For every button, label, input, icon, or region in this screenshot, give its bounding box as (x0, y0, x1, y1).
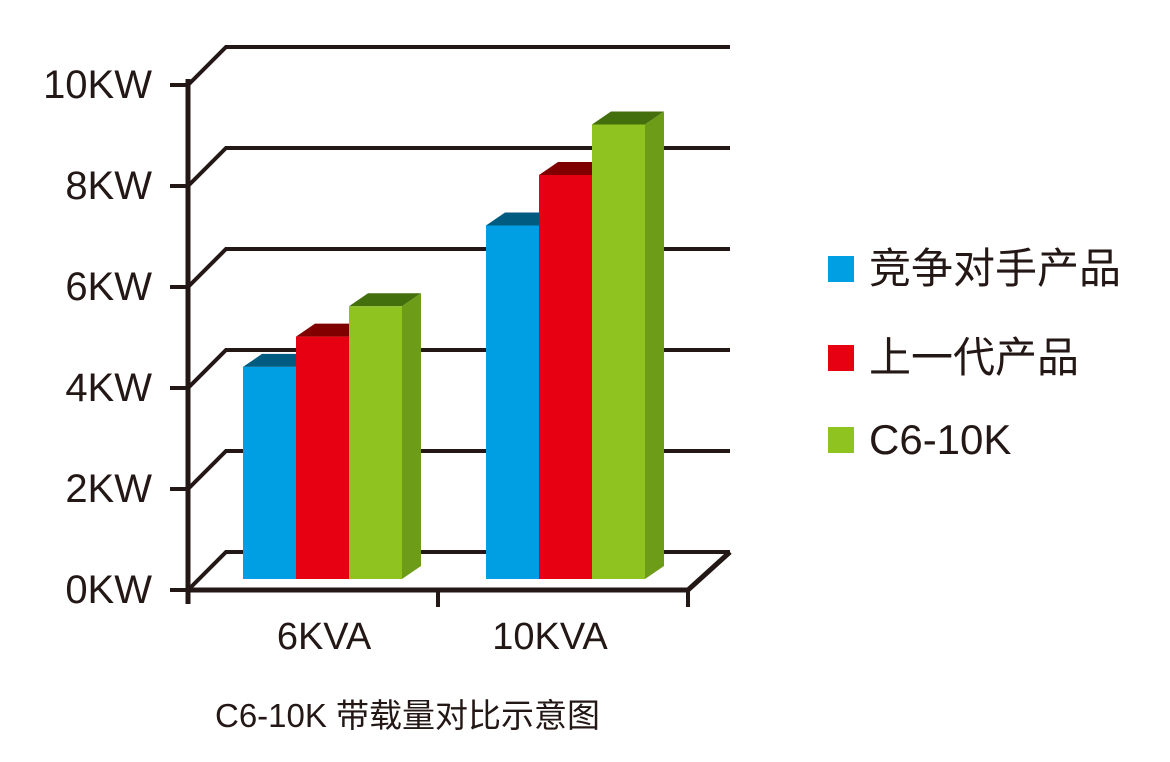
y-tick-label-2kw: 2KW (65, 467, 152, 511)
y-tick-label-0kw: 0KW (65, 568, 152, 612)
bar-6kva-c6-10k (349, 306, 402, 579)
gridline-0kw (170, 550, 730, 592)
y-tick-label-8kw: 8KW (65, 164, 152, 208)
bar-10kva-competitor (486, 225, 539, 579)
y-tick-label-6kw: 6KW (65, 265, 152, 309)
legend-label-competitor: 竞争对手产品 (869, 245, 1122, 292)
legend-label-c6-10k: C6-10K (869, 416, 1012, 463)
legend-item-competitor: 竞争对手产品 (828, 247, 1121, 291)
gridline-8kw (170, 146, 730, 188)
legend-swatch-previous-gen (828, 345, 854, 371)
bar-6kva-previous-gen (296, 336, 349, 579)
bar-10kva-c6-10k-top (592, 111, 664, 125)
gridline-6kw (170, 247, 730, 289)
bar-6kva-c6-10k-side (402, 293, 421, 579)
legend-swatch-c6-10k (828, 427, 854, 453)
y-tick-label-4kw: 4KW (65, 366, 152, 410)
legend-swatch-competitor (828, 256, 854, 282)
x-category-label-10kva: 10KVA (492, 616, 608, 658)
bar-10kva-c6-10k-side (645, 111, 664, 579)
gridline-2kw (170, 449, 730, 491)
x-category-label-6kva: 6KVA (276, 616, 372, 658)
y-tick-label-10kw: 10KW (43, 63, 152, 107)
chart-title: C6-10K 带载量对比示意图 (215, 697, 601, 734)
bar-6kva-c6-10k-top (349, 293, 421, 307)
legend-item-previous-gen: 上一代产品 (828, 336, 1079, 380)
bar-6kva-competitor (243, 366, 296, 579)
legend-label-previous-gen: 上一代产品 (869, 334, 1080, 381)
gridline-10kw (170, 45, 730, 87)
bar-10kva-c6-10k (592, 124, 645, 579)
gridline-4kw (170, 348, 730, 390)
bar-10kva-previous-gen (539, 175, 592, 579)
legend-item-c6-10k: C6-10K (828, 418, 1011, 462)
